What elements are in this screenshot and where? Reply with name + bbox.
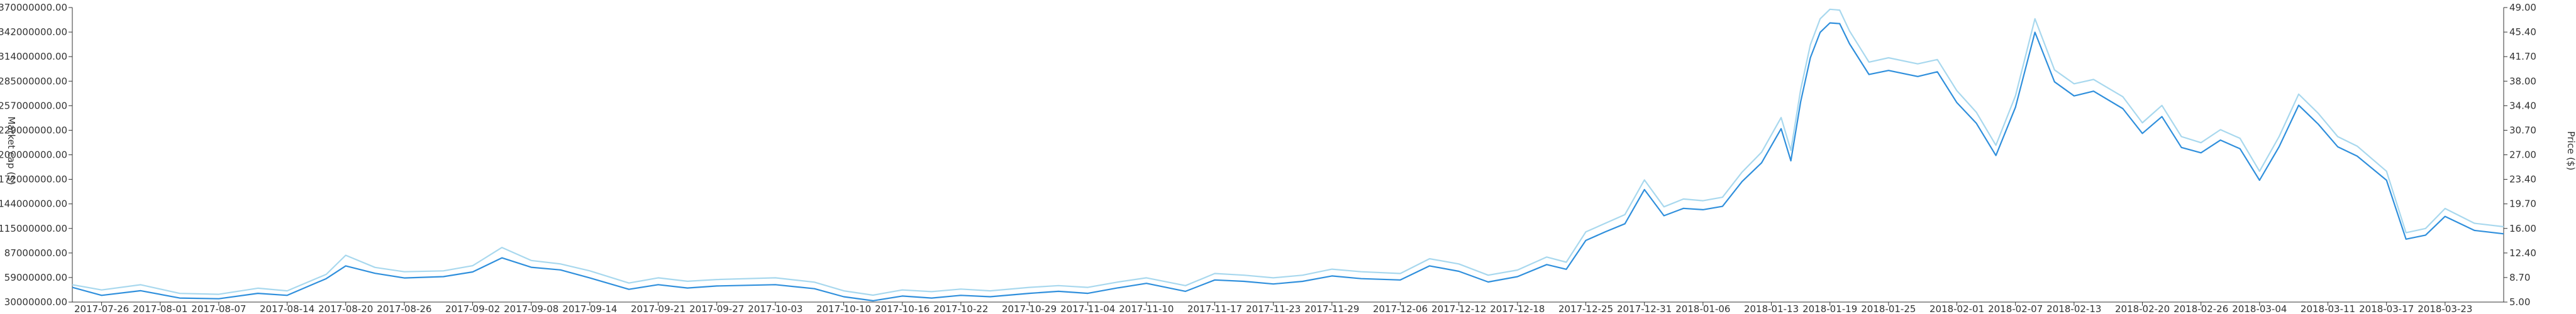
x-tick-label: 2017-12-31 — [1617, 303, 1672, 314]
x-tick-label: 2017-09-21 — [631, 303, 686, 314]
left-tick-label: 172000000.00 — [0, 174, 67, 185]
left-tick-label: 370000000.00 — [0, 2, 67, 13]
left-tick-label: 59000000.00 — [4, 272, 67, 283]
right-tick-label: 41.70 — [2509, 51, 2536, 62]
x-tick-label: 2017-11-04 — [1060, 303, 1115, 314]
x-tick-label: 2017-08-14 — [260, 303, 314, 314]
left-tick-label: 30000000.00 — [4, 296, 67, 308]
x-tick-label: 2018-01-06 — [1675, 303, 1730, 314]
right-tick-label: 30.70 — [2509, 124, 2536, 136]
x-tick-label: 2017-08-01 — [133, 303, 187, 314]
plot-frame — [72, 8, 2504, 303]
x-tick-label: 2017-09-14 — [562, 303, 617, 314]
x-tick-label: 2018-02-20 — [2115, 303, 2170, 314]
x-tick-label: 2017-09-08 — [504, 303, 558, 314]
left-tick-label: 257000000.00 — [0, 100, 67, 111]
x-tick-label: 2017-12-18 — [1490, 303, 1545, 314]
x-tick-label: 2018-02-07 — [1988, 303, 2043, 314]
left-tick-label: 115000000.00 — [0, 223, 67, 234]
x-tick-label: 2017-09-27 — [689, 303, 744, 314]
right-y-axis: 5.00 8.70 12.40 16.00 19.70 23.40 27.00 30.70 34… — [2504, 2, 2536, 308]
left-y-axis: 30000000.00 59000000.00 87000000.00 1150000… — [0, 2, 72, 308]
x-tick-label: 2017-08-26 — [377, 303, 431, 314]
x-tick-label: 2018-03-17 — [2359, 303, 2414, 314]
x-axis: 2017-07-26 2017-08-01 2017-08-07 2017-08-14… — [74, 302, 2472, 314]
left-axis-title: Market cap ($) — [6, 116, 17, 185]
x-tick-label: 2017-10-16 — [875, 303, 930, 314]
left-tick-label: 342000000.00 — [0, 26, 67, 38]
x-tick-label: 2018-01-25 — [1861, 303, 1916, 314]
x-tick-label: 2017-11-17 — [1187, 303, 1242, 314]
x-tick-label: 2017-11-29 — [1304, 303, 1359, 314]
x-tick-label: 2017-10-03 — [748, 303, 802, 314]
x-tick-label: 2018-02-13 — [2046, 303, 2101, 314]
x-tick-label: 2017-08-20 — [318, 303, 373, 314]
x-tick-label: 2018-01-13 — [1744, 303, 1799, 314]
left-tick-label: 314000000.00 — [0, 51, 67, 62]
left-tick-label: 144000000.00 — [0, 198, 67, 210]
x-tick-label: 2018-03-11 — [2301, 303, 2355, 314]
right-tick-label: 27.00 — [2509, 149, 2536, 161]
right-tick-label: 38.00 — [2509, 75, 2536, 87]
x-tick-label: 2017-10-29 — [1002, 303, 1057, 314]
right-tick-label: 12.40 — [2509, 247, 2536, 259]
x-tick-label: 2017-08-07 — [191, 303, 246, 314]
left-tick-label: 200000000.00 — [0, 149, 67, 161]
x-tick-label: 2017-09-02 — [445, 303, 500, 314]
series-layer — [72, 8, 2504, 301]
x-tick-label: 2018-02-26 — [2174, 303, 2228, 314]
x-tick-label: 2018-03-23 — [2418, 303, 2472, 314]
series-line-market-cap — [72, 8, 2504, 296]
x-tick-label: 2018-02-01 — [1929, 303, 1984, 314]
x-tick-label: 2017-12-06 — [1373, 303, 1428, 314]
right-tick-label: 49.00 — [2509, 2, 2536, 13]
left-tick-label: 285000000.00 — [0, 75, 67, 87]
x-tick-label: 2018-01-19 — [1802, 303, 1857, 314]
x-tick-label: 2017-11-10 — [1119, 303, 1174, 314]
right-axis-title: Price ($) — [2565, 131, 2576, 171]
x-tick-label: 2017-10-10 — [816, 303, 871, 314]
left-tick-label: 229000000.00 — [0, 124, 67, 136]
x-tick-label: 2017-10-22 — [933, 303, 988, 314]
left-tick-label: 87000000.00 — [4, 247, 67, 259]
right-tick-label: 19.70 — [2509, 198, 2536, 210]
x-tick-label: 2017-12-25 — [1558, 303, 1613, 314]
x-tick-label: 2018-03-04 — [2232, 303, 2287, 314]
x-tick-label: 2017-07-26 — [74, 303, 129, 314]
right-tick-label: 8.70 — [2509, 272, 2530, 283]
series-line-price — [72, 22, 2504, 301]
right-tick-label: 16.00 — [2509, 223, 2536, 234]
right-tick-label: 45.40 — [2509, 26, 2536, 38]
right-tick-label: 34.40 — [2509, 100, 2536, 111]
x-tick-label: 2017-11-23 — [1246, 303, 1301, 314]
right-tick-label: 5.00 — [2509, 296, 2530, 308]
right-tick-label: 23.40 — [2509, 174, 2536, 185]
x-tick-label: 2017-12-12 — [1431, 303, 1486, 314]
